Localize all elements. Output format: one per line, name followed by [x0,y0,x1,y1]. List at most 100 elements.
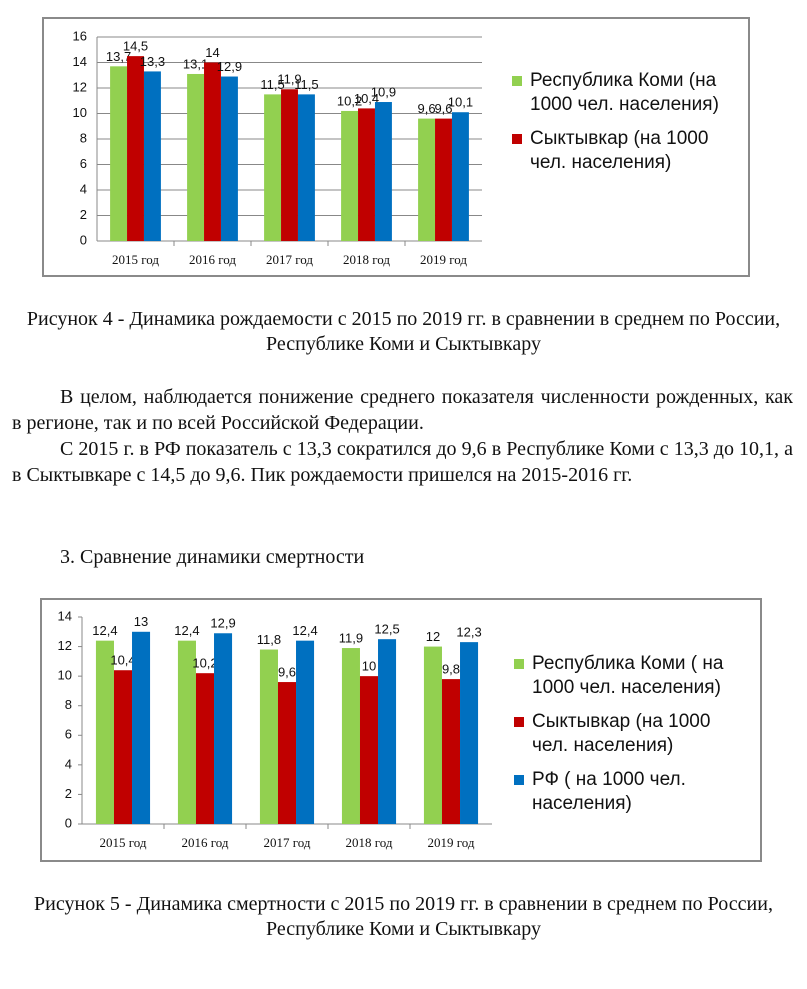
y-tick-label: 6 [65,727,72,742]
bar [259,649,278,824]
bar [214,633,233,824]
x-tick-label: 2017 год [266,252,313,267]
x-tick-label: 2018 год [343,252,390,267]
bar [418,118,436,241]
legend-swatch [512,76,522,86]
bar [195,673,215,824]
value-label: 12,9 [217,59,242,74]
y-tick-label: 4 [65,756,72,771]
y-tick-label: 0 [80,232,87,247]
bar [281,89,298,242]
value-label: 14 [205,45,219,60]
value-label: 9,6 [418,101,436,116]
legend: Республика Коми (на 1000 чел. населения)… [512,69,737,185]
legend-label: Республика Коми (на 1000 чел. населения) [530,70,719,115]
bar [460,642,479,824]
value-label: 14,5 [123,39,148,54]
legend-swatch [514,775,524,785]
chart: 0 2 4 6 8 10 12 14 2015 год 2016 год 2017 год 2018 … [40,598,762,862]
value-label: 13 [134,614,148,629]
bar [132,631,151,824]
legend-entry: РФ ( на 1000 чел. населения) [514,768,749,816]
value-label: 10,2 [192,656,217,671]
bar [296,640,315,824]
legend-entry: Республика Коми ( на 1000 чел. населения… [514,652,749,700]
bar [359,676,379,824]
y-tick-label: 2 [65,786,72,801]
value-label: 11,9 [339,630,363,645]
bar [110,66,128,241]
bar [220,76,238,242]
bar [113,670,133,824]
value-label: 11,5 [260,77,284,92]
bar [435,118,452,241]
y-tick-label: 10 [73,105,87,120]
value-label: 12,9 [210,616,235,631]
bar [177,640,196,824]
value-label: 11,9 [277,72,301,87]
x-tick-label: 2019 год [420,252,467,267]
value-label: 10,1 [448,95,473,110]
y-tick-label: 14 [58,608,72,623]
value-label: 12,4 [174,623,199,638]
legend-swatch [514,659,524,669]
legend-entry: Республика Коми (на 1000 чел. населения) [512,69,737,117]
x-tick-label: 2016 год [182,835,229,850]
value-label: 10 [362,659,376,674]
bar [264,94,282,241]
y-tick-label: 12 [58,638,72,653]
y-tick-label: 2 [80,207,87,222]
legend-label: РФ ( на 1000 чел. населения) [532,769,686,814]
bar [127,56,144,241]
value-label: 12,5 [374,622,399,637]
legend-swatch [512,134,522,144]
legend: Республика Коми ( на 1000 чел. населения… [514,652,749,826]
value-label: 13,1 [183,56,208,71]
value-label: 11,8 [257,632,281,647]
chart-plot: 0 2 4 6 8 10 12 14 16 2015 год 2016 год 2017 год 201… [73,28,482,267]
x-tick-label: 2015 год [112,252,159,267]
value-label: 12,4 [92,623,117,638]
legend-swatch [514,717,524,727]
bar [143,71,161,241]
y-tick-label: 12 [73,79,87,94]
value-label: 10,4 [110,653,135,668]
y-tick-label: 8 [65,697,72,712]
value-label: 10,9 [371,84,396,99]
y-tick-label: 16 [73,28,87,43]
y-tick-label: 10 [58,668,72,683]
x-tick-label: 2017 год [264,835,311,850]
bar [378,639,397,824]
figure-caption: Рисунок 5 - Динамика смертности с 2015 п… [34,893,773,940]
y-tick-label: 6 [80,156,87,171]
section-heading: 3. Сравнение динамики смертности [60,546,365,568]
value-label: 9,8 [442,662,460,677]
legend-label: Сыктывкар (на 1000 чел. населения) [532,711,711,756]
value-label: 13,3 [140,54,165,69]
value-label: 11,5 [294,77,318,92]
chart: 0 2 4 6 8 10 12 14 16 2015 год 2016 год 2017 год 201… [42,17,750,277]
value-label: 9,6 [278,664,296,679]
bar [204,62,221,241]
figure-caption: Рисунок 4 - Динамика рождаемости с 2015 … [26,308,781,355]
y-tick-label: 14 [73,54,87,69]
value-label: 13,7 [106,49,131,64]
value-label: 9,6 [434,101,452,116]
bar [95,640,114,824]
value-label: 12,3 [456,625,481,640]
y-tick-label: 8 [80,130,87,145]
bar [341,648,360,824]
paragraph: В целом, наблюдается понижение среднего … [12,386,793,434]
value-label: 10,2 [337,93,362,108]
bar [374,102,392,242]
legend-entry: Сыктывкар (на 1000 чел. населения) [514,710,749,758]
bar [341,110,359,241]
x-tick-label: 2019 год [428,835,475,850]
bar [358,108,375,242]
bar [277,682,297,824]
x-tick-label: 2018 год [346,835,393,850]
legend-label: Сыктывкар (на 1000 чел. населения) [530,128,709,173]
bar [297,94,315,241]
legend-entry: Сыктывкар (на 1000 чел. населения) [512,127,737,175]
